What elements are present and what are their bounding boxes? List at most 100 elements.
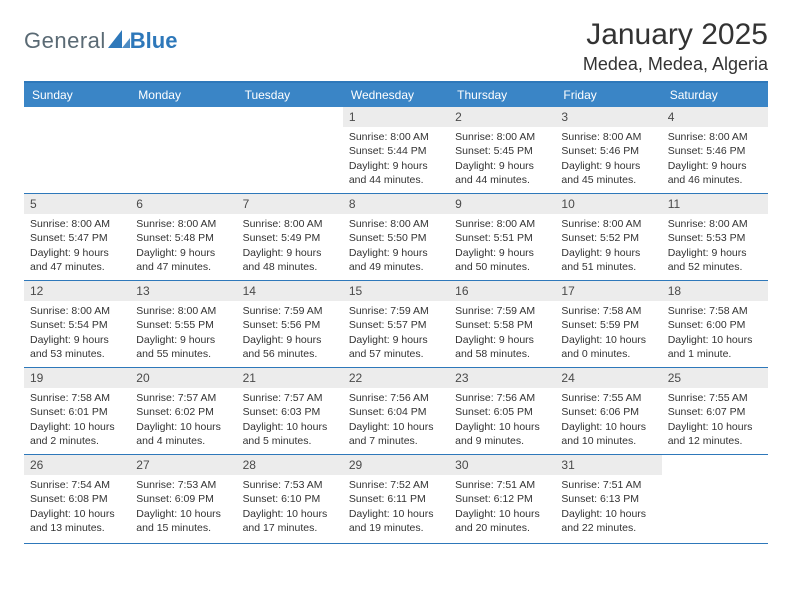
sunset-line: Sunset: 5:45 PM — [455, 144, 549, 158]
daylight-line: Daylight: 10 hours — [455, 420, 549, 434]
sunset-line: Sunset: 6:06 PM — [561, 405, 655, 419]
daylight-line: Daylight: 9 hours — [136, 246, 230, 260]
sunrise-line: Sunrise: 7:54 AM — [30, 478, 124, 492]
calendar-cell — [24, 107, 130, 193]
day-number: 3 — [555, 107, 661, 127]
logo: General Blue — [24, 18, 177, 54]
daylight-line: Daylight: 9 hours — [668, 159, 762, 173]
day-number: 29 — [343, 455, 449, 475]
daylight-line: and 53 minutes. — [30, 347, 124, 361]
daylight-line: and 1 minute. — [668, 347, 762, 361]
daylight-line: and 56 minutes. — [243, 347, 337, 361]
sunrise-line: Sunrise: 7:56 AM — [349, 391, 443, 405]
day-number: 6 — [130, 194, 236, 214]
daylight-line: Daylight: 10 hours — [136, 420, 230, 434]
daylight-line: and 50 minutes. — [455, 260, 549, 274]
day-number: 25 — [662, 368, 768, 388]
day-number: 17 — [555, 281, 661, 301]
sunset-line: Sunset: 6:12 PM — [455, 492, 549, 506]
logo-text-blue: Blue — [130, 28, 178, 54]
sunrise-line: Sunrise: 7:51 AM — [455, 478, 549, 492]
calendar-cell: 29Sunrise: 7:52 AMSunset: 6:11 PMDayligh… — [343, 455, 449, 541]
daylight-line: and 5 minutes. — [243, 434, 337, 448]
sunset-line: Sunset: 6:04 PM — [349, 405, 443, 419]
sunrise-line: Sunrise: 8:00 AM — [243, 217, 337, 231]
daylight-line: Daylight: 10 hours — [243, 420, 337, 434]
day-number: 28 — [237, 455, 343, 475]
sunset-line: Sunset: 6:13 PM — [561, 492, 655, 506]
day-number: 18 — [662, 281, 768, 301]
daylight-line: Daylight: 10 hours — [30, 507, 124, 521]
day-number: 19 — [24, 368, 130, 388]
sunrise-line: Sunrise: 8:00 AM — [30, 217, 124, 231]
sunset-line: Sunset: 5:55 PM — [136, 318, 230, 332]
sunset-line: Sunset: 5:56 PM — [243, 318, 337, 332]
sunrise-line: Sunrise: 7:57 AM — [243, 391, 337, 405]
footer-rule — [24, 543, 768, 544]
calendar-cell: 20Sunrise: 7:57 AMSunset: 6:02 PMDayligh… — [130, 368, 236, 454]
sunset-line: Sunset: 5:52 PM — [561, 231, 655, 245]
sunset-line: Sunset: 5:46 PM — [668, 144, 762, 158]
daylight-line: Daylight: 9 hours — [349, 333, 443, 347]
sunrise-line: Sunrise: 8:00 AM — [30, 304, 124, 318]
sunrise-line: Sunrise: 7:56 AM — [455, 391, 549, 405]
daylight-line: and 46 minutes. — [668, 173, 762, 187]
daylight-line: Daylight: 10 hours — [561, 420, 655, 434]
daylight-line: Daylight: 10 hours — [349, 420, 443, 434]
calendar-cell: 6Sunrise: 8:00 AMSunset: 5:48 PMDaylight… — [130, 194, 236, 280]
sunset-line: Sunset: 6:05 PM — [455, 405, 549, 419]
daylight-line: Daylight: 9 hours — [243, 246, 337, 260]
sunset-line: Sunset: 5:46 PM — [561, 144, 655, 158]
weekday-header: Saturday — [662, 83, 768, 107]
sunset-line: Sunset: 5:49 PM — [243, 231, 337, 245]
sunset-line: Sunset: 5:54 PM — [30, 318, 124, 332]
daylight-line: Daylight: 10 hours — [668, 420, 762, 434]
day-number: 2 — [449, 107, 555, 127]
day-number: 13 — [130, 281, 236, 301]
day-number: 8 — [343, 194, 449, 214]
calendar-cell: 22Sunrise: 7:56 AMSunset: 6:04 PMDayligh… — [343, 368, 449, 454]
daylight-line: and 17 minutes. — [243, 521, 337, 535]
daylight-line: and 58 minutes. — [455, 347, 549, 361]
daylight-line: Daylight: 10 hours — [30, 420, 124, 434]
daylight-line: Daylight: 9 hours — [349, 159, 443, 173]
day-number: 5 — [24, 194, 130, 214]
sunrise-line: Sunrise: 7:53 AM — [136, 478, 230, 492]
sunrise-line: Sunrise: 7:58 AM — [668, 304, 762, 318]
calendar-cell: 19Sunrise: 7:58 AMSunset: 6:01 PMDayligh… — [24, 368, 130, 454]
day-number: 24 — [555, 368, 661, 388]
daylight-line: and 20 minutes. — [455, 521, 549, 535]
daylight-line: Daylight: 9 hours — [455, 246, 549, 260]
daylight-line: Daylight: 9 hours — [455, 159, 549, 173]
day-number: 21 — [237, 368, 343, 388]
calendar-cell: 13Sunrise: 8:00 AMSunset: 5:55 PMDayligh… — [130, 281, 236, 367]
calendar-cell: 2Sunrise: 8:00 AMSunset: 5:45 PMDaylight… — [449, 107, 555, 193]
weekday-header: Friday — [555, 83, 661, 107]
sunrise-line: Sunrise: 7:58 AM — [561, 304, 655, 318]
sunset-line: Sunset: 6:07 PM — [668, 405, 762, 419]
page-title: January 2025 — [583, 18, 768, 52]
sunset-line: Sunset: 6:09 PM — [136, 492, 230, 506]
daylight-line: Daylight: 9 hours — [561, 246, 655, 260]
day-number: 12 — [24, 281, 130, 301]
daylight-line: and 0 minutes. — [561, 347, 655, 361]
daylight-line: and 13 minutes. — [30, 521, 124, 535]
calendar-cell: 25Sunrise: 7:55 AMSunset: 6:07 PMDayligh… — [662, 368, 768, 454]
calendar-cell: 3Sunrise: 8:00 AMSunset: 5:46 PMDaylight… — [555, 107, 661, 193]
calendar-cell: 15Sunrise: 7:59 AMSunset: 5:57 PMDayligh… — [343, 281, 449, 367]
sunrise-line: Sunrise: 8:00 AM — [561, 130, 655, 144]
sunrise-line: Sunrise: 8:00 AM — [136, 304, 230, 318]
daylight-line: Daylight: 9 hours — [668, 246, 762, 260]
sunset-line: Sunset: 6:02 PM — [136, 405, 230, 419]
calendar-cell: 1Sunrise: 8:00 AMSunset: 5:44 PMDaylight… — [343, 107, 449, 193]
daylight-line: and 15 minutes. — [136, 521, 230, 535]
calendar-cell: 24Sunrise: 7:55 AMSunset: 6:06 PMDayligh… — [555, 368, 661, 454]
logo-text-general: General — [24, 28, 106, 54]
title-block: January 2025 Medea, Medea, Algeria — [583, 18, 768, 75]
daylight-line: and 22 minutes. — [561, 521, 655, 535]
sunrise-line: Sunrise: 7:59 AM — [455, 304, 549, 318]
day-number: 4 — [662, 107, 768, 127]
daylight-line: Daylight: 10 hours — [349, 507, 443, 521]
daylight-line: and 55 minutes. — [136, 347, 230, 361]
sunset-line: Sunset: 6:00 PM — [668, 318, 762, 332]
